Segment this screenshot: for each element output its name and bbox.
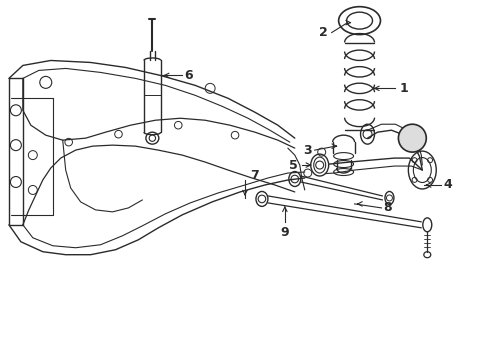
- Text: 2: 2: [318, 26, 327, 39]
- Text: 8: 8: [383, 201, 391, 215]
- Ellipse shape: [310, 154, 328, 176]
- Text: 3: 3: [303, 144, 311, 157]
- Text: 5: 5: [288, 158, 297, 172]
- Text: 1: 1: [399, 82, 407, 95]
- Circle shape: [398, 124, 426, 152]
- Text: 4: 4: [442, 179, 451, 192]
- Text: 7: 7: [249, 168, 258, 181]
- Text: 9: 9: [280, 226, 288, 239]
- Text: 6: 6: [184, 69, 192, 82]
